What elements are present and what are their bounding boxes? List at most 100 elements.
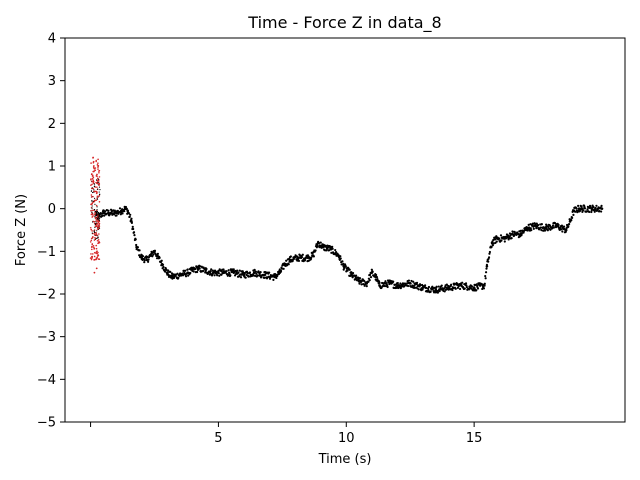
axes: 5 10 15 −5 −4 −3 −2 −1 0 1 2 3 4 (37, 32, 626, 446)
data-point (165, 271, 169, 274)
data-point (396, 284, 399, 287)
data-point (436, 291, 440, 294)
data-point (500, 239, 503, 242)
data-point (93, 185, 96, 187)
y-tick-label: 4 (48, 32, 56, 47)
data-point (265, 271, 268, 275)
data-point (91, 257, 93, 259)
data-point (94, 236, 96, 239)
data-point (319, 241, 322, 244)
data-point (96, 173, 98, 176)
data-point (130, 220, 133, 223)
data-point (427, 287, 430, 290)
data-point (102, 211, 105, 215)
data-point (283, 262, 287, 266)
data-point (253, 274, 257, 277)
data-point (412, 280, 415, 283)
data-point (487, 256, 491, 259)
data-point (93, 208, 95, 211)
data-point (388, 282, 392, 285)
data-point (278, 271, 282, 274)
data-point (408, 282, 412, 285)
data-point (92, 157, 94, 159)
data-point (476, 287, 480, 290)
data-point (503, 240, 506, 243)
data-point (135, 245, 138, 249)
data-point (107, 209, 110, 212)
data-point (93, 231, 95, 233)
data-point (220, 273, 223, 276)
data-point (385, 282, 388, 286)
data-point (222, 271, 225, 274)
data-point (273, 275, 276, 279)
y-tick-label: −2 (37, 288, 56, 303)
data-point (374, 275, 377, 279)
data-point (94, 225, 97, 227)
data-point (334, 250, 338, 254)
data-point (96, 256, 99, 259)
data-point (98, 169, 101, 172)
data-point (248, 271, 252, 274)
data-point (94, 226, 96, 229)
data-point (511, 230, 515, 234)
data-point (98, 241, 101, 244)
data-point (91, 205, 93, 207)
data-point (90, 190, 93, 192)
data-point (96, 195, 99, 198)
data-point (90, 258, 93, 261)
data-point (91, 199, 93, 202)
data-point (300, 256, 304, 259)
data-point (95, 244, 98, 247)
data-point (98, 218, 100, 221)
data-point (491, 244, 494, 247)
data-point (370, 271, 374, 274)
data-point (217, 272, 220, 275)
data-point (386, 285, 389, 289)
x-tick-label: 10 (338, 431, 355, 446)
data-point (196, 267, 200, 270)
data-point (546, 229, 549, 232)
data-point (213, 274, 216, 277)
data-point (131, 225, 134, 229)
data-point (237, 271, 240, 274)
data-point (90, 210, 92, 212)
data-point (384, 280, 387, 283)
data-point (184, 269, 187, 272)
data-point (483, 284, 486, 287)
data-point (482, 287, 486, 290)
data-point (280, 267, 284, 270)
data-point (91, 209, 94, 212)
data-point (539, 226, 542, 229)
data-point (565, 223, 569, 227)
data-point (232, 271, 236, 274)
data-point (96, 188, 99, 190)
data-point (456, 286, 460, 289)
data-point (410, 279, 413, 283)
data-point (93, 251, 96, 254)
data-point (96, 209, 98, 211)
data-point (90, 194, 93, 196)
data-point (96, 164, 99, 166)
data-point (396, 281, 399, 285)
data-point (210, 268, 213, 271)
data-point (268, 271, 271, 274)
data-point (376, 277, 379, 281)
data-point (252, 271, 256, 274)
data-point (321, 245, 325, 249)
data-point (421, 286, 425, 289)
data-point (169, 270, 172, 273)
data-point (406, 284, 410, 288)
data-point (97, 237, 99, 239)
data-point (367, 280, 370, 283)
data-point (143, 259, 146, 262)
data-point (560, 224, 564, 227)
data-point (498, 237, 501, 240)
data-point (454, 287, 457, 290)
data-point (484, 274, 487, 278)
data-point (90, 237, 93, 240)
data-point (278, 268, 281, 271)
data-point (544, 229, 547, 232)
data-point (97, 162, 99, 164)
data-point (580, 205, 583, 208)
y-tick-label: 1 (48, 160, 56, 175)
